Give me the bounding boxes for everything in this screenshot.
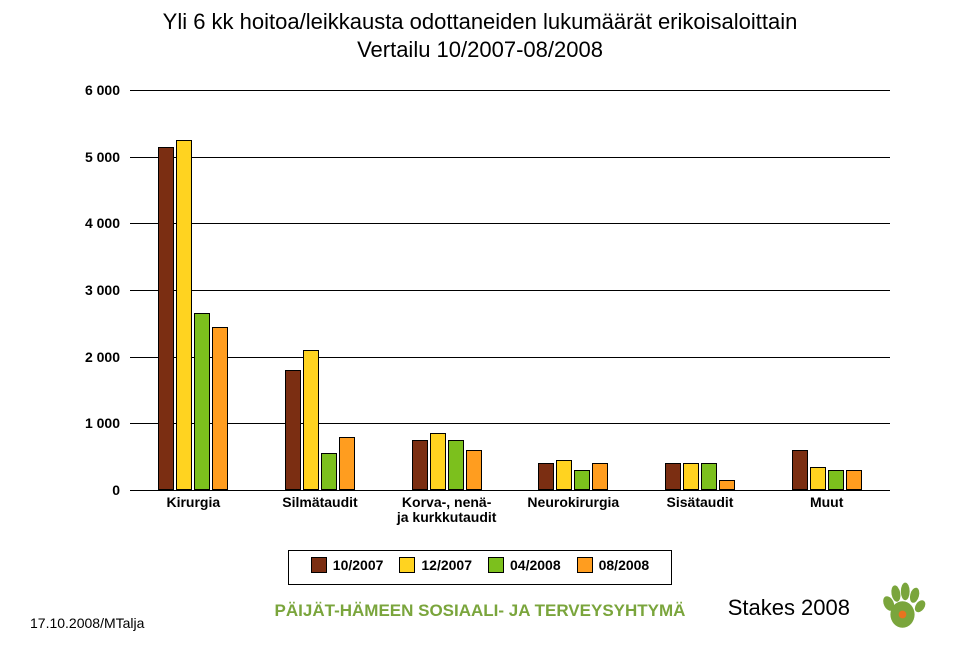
bar (303, 350, 319, 490)
legend-item: 08/2008 (577, 557, 650, 573)
bar (792, 450, 808, 490)
bar-group (158, 140, 228, 490)
x-tick-label: Kirurgia (130, 495, 257, 510)
bar (448, 440, 464, 490)
legend: 10/2007 12/2007 04/2008 08/2008 (70, 550, 890, 585)
chart-title: Yli 6 kk hoitoa/leikkausta odottaneiden … (0, 8, 960, 63)
legend-box: 10/2007 12/2007 04/2008 08/2008 (288, 550, 672, 585)
y-tick-label: 5 000 (70, 149, 120, 165)
bar (430, 433, 446, 490)
bar (212, 327, 228, 490)
bar (828, 470, 844, 490)
x-tick-label: Neurokirurgia (510, 495, 637, 510)
x-tick-label: Silmätaudit (257, 495, 384, 510)
footer-source: Stakes 2008 (728, 595, 850, 621)
bar (285, 370, 301, 490)
bar (412, 440, 428, 490)
legend-label: 08/2008 (599, 557, 650, 573)
legend-swatch (488, 557, 504, 573)
y-tick-label: 0 (70, 482, 120, 498)
bar (339, 437, 355, 490)
legend-item: 04/2008 (488, 557, 561, 573)
legend-item: 12/2007 (399, 557, 472, 573)
bar (592, 463, 608, 490)
legend-label: 10/2007 (333, 557, 384, 573)
y-tick-label: 1 000 (70, 415, 120, 431)
bar (176, 140, 192, 490)
legend-label: 04/2008 (510, 557, 561, 573)
bar (158, 147, 174, 490)
legend-swatch (311, 557, 327, 573)
bar-group (792, 450, 862, 490)
bar-group (538, 460, 608, 490)
bar (719, 480, 735, 490)
bar (701, 463, 717, 490)
y-tick-label: 4 000 (70, 215, 120, 231)
legend-swatch (399, 557, 415, 573)
slide: Yli 6 kk hoitoa/leikkausta odottaneiden … (0, 0, 960, 651)
bar (574, 470, 590, 490)
x-tick-label: Korva-, nenä- ja kurkkutaudit (383, 495, 510, 526)
bar (846, 470, 862, 490)
x-tick-label: Muut (763, 495, 890, 510)
bar (665, 463, 681, 490)
bar (538, 463, 554, 490)
bar (194, 313, 210, 490)
legend-swatch (577, 557, 593, 573)
x-tick-label: Sisätaudit (637, 495, 764, 510)
bar (556, 460, 572, 490)
gridline (130, 490, 890, 491)
legend-item: 10/2007 (311, 557, 384, 573)
bar-group (412, 433, 482, 490)
bar-group (285, 350, 355, 490)
bars-layer (130, 90, 890, 490)
bar (683, 463, 699, 490)
y-tick-label: 3 000 (70, 282, 120, 298)
bar-group (665, 463, 735, 490)
y-tick-label: 2 000 (70, 349, 120, 365)
bar (810, 467, 826, 490)
legend-label: 12/2007 (421, 557, 472, 573)
chart: 01 0002 0003 0004 0005 0006 000 Kirurgia… (70, 90, 890, 530)
y-tick-label: 6 000 (70, 82, 120, 98)
hand-logo-icon (875, 576, 930, 631)
bar (321, 453, 337, 490)
bar (466, 450, 482, 490)
footer-date-author: 17.10.2008/MTalja (30, 615, 144, 631)
